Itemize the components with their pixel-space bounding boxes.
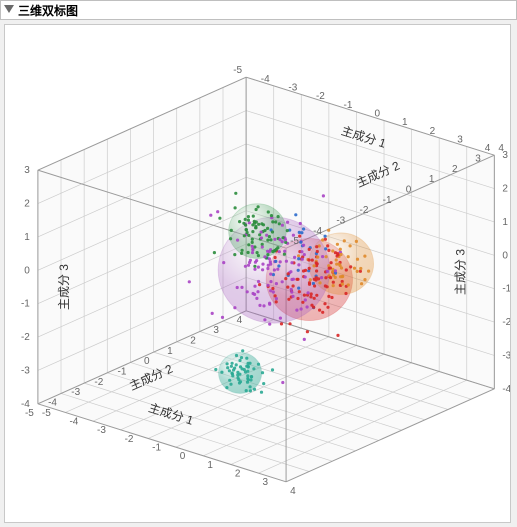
svg-text:1: 1 [429, 174, 435, 185]
svg-text:-5: -5 [42, 408, 51, 419]
svg-text:主成分 3: 主成分 3 [57, 264, 71, 310]
svg-text:-2: -2 [359, 205, 368, 216]
svg-text:1: 1 [167, 346, 173, 357]
svg-text:-4: -4 [502, 384, 511, 395]
svg-text:3: 3 [502, 150, 508, 161]
svg-text:2: 2 [502, 184, 508, 195]
svg-text:3: 3 [262, 477, 268, 488]
svg-text:-4: -4 [69, 416, 78, 427]
disclosure-triangle-icon[interactable] [3, 4, 15, 16]
svg-text:1: 1 [207, 460, 213, 471]
svg-text:-1: -1 [152, 442, 161, 453]
panel-title: 三维双标图 [18, 2, 78, 19]
svg-text:2: 2 [235, 468, 241, 479]
svg-text:1: 1 [24, 232, 30, 243]
svg-text:3: 3 [24, 165, 30, 176]
svg-text:-2: -2 [316, 91, 325, 102]
svg-text:-4: -4 [313, 226, 322, 237]
svg-text:-1: -1 [344, 100, 353, 111]
svg-text:0: 0 [180, 451, 186, 462]
svg-text:4: 4 [237, 315, 243, 326]
svg-text:-5: -5 [233, 65, 242, 76]
svg-text:0: 0 [24, 265, 30, 276]
svg-text:3: 3 [457, 135, 463, 146]
svg-text:3: 3 [213, 325, 219, 336]
svg-text:0: 0 [144, 356, 150, 367]
svg-text:1: 1 [502, 217, 508, 228]
svg-text:-1: -1 [21, 299, 30, 310]
panel-titlebar[interactable]: 三维双标图 [0, 0, 517, 20]
svg-text:-3: -3 [336, 216, 345, 227]
svg-text:-4: -4 [48, 397, 57, 408]
svg-text:-1: -1 [118, 366, 127, 377]
svg-text:-1: -1 [502, 284, 511, 295]
svg-text:-2: -2 [502, 317, 511, 328]
svg-text:4: 4 [290, 486, 296, 497]
svg-text:-5: -5 [290, 236, 299, 247]
svg-text:-3: -3 [97, 425, 106, 436]
svg-text:-3: -3 [288, 83, 297, 94]
svg-text:-2: -2 [94, 377, 103, 388]
svg-text:-3: -3 [21, 365, 30, 376]
svg-text:0: 0 [502, 250, 508, 261]
svg-text:1: 1 [402, 117, 408, 128]
svg-text:-4: -4 [261, 74, 270, 85]
panel-root: { "panel": { "title": "三维双标图" }, "chart"… [0, 0, 517, 527]
svg-text:2: 2 [24, 199, 30, 210]
svg-text:-3: -3 [502, 350, 511, 361]
svg-text:2: 2 [190, 335, 196, 346]
svg-text:3: 3 [475, 154, 481, 165]
svg-text:0: 0 [406, 185, 412, 196]
svg-text:4: 4 [485, 143, 491, 154]
chart-3d-biplot[interactable]: -5-4-3-2-101234-5-4-3-2-101234-4-3-2-101… [4, 24, 511, 523]
svg-text:-2: -2 [21, 332, 30, 343]
svg-text:2: 2 [430, 126, 436, 137]
svg-text:-5: -5 [25, 408, 34, 419]
svg-text:-2: -2 [125, 434, 134, 445]
svg-text:-3: -3 [71, 387, 80, 398]
svg-text:-1: -1 [383, 195, 392, 206]
svg-text:0: 0 [374, 109, 380, 120]
svg-text:2: 2 [452, 164, 458, 175]
svg-text:主成分 3: 主成分 3 [453, 249, 467, 295]
